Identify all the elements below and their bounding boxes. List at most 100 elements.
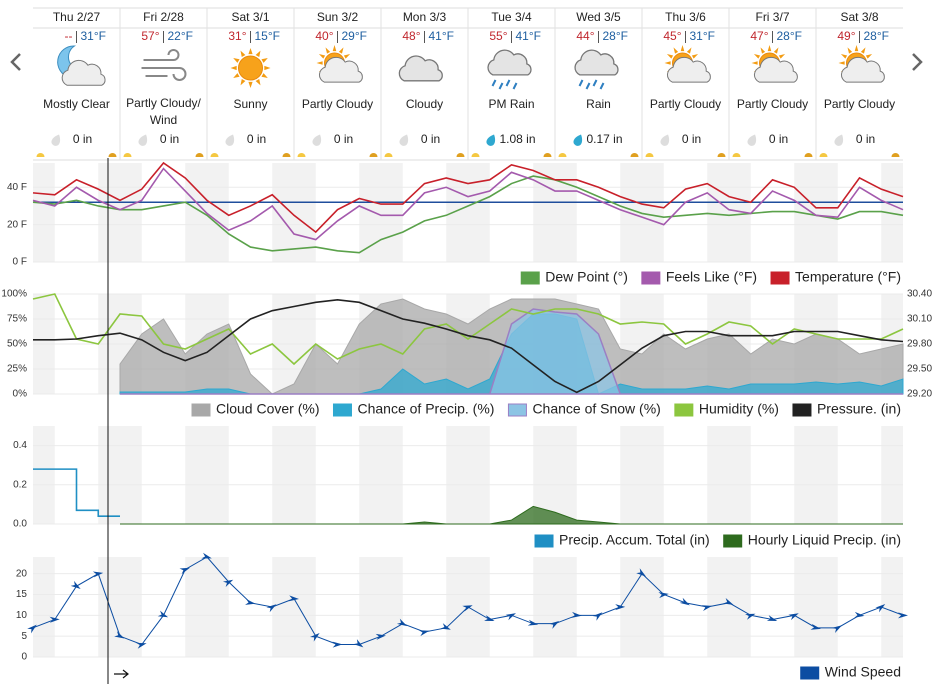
- current-time-arrow: [114, 669, 129, 679]
- night-band: [207, 426, 229, 524]
- legend-label: Hourly Liquid Precip. (in): [748, 532, 901, 548]
- night-band: [381, 426, 403, 524]
- high-temp: 47°: [750, 29, 768, 43]
- night-band: [120, 163, 142, 262]
- precip-amount: 0 in: [334, 132, 353, 146]
- y-tick-label: 50%: [7, 339, 27, 350]
- legend-label: Chance of Precip. (%): [357, 401, 494, 417]
- night-band: [207, 557, 229, 657]
- night-band: [555, 557, 577, 657]
- high-temp: 55°: [489, 29, 507, 43]
- wind-marker: [505, 613, 516, 621]
- high-temp: 40°: [315, 29, 333, 43]
- low-temp: 28°F: [864, 29, 889, 43]
- high-temp: 45°: [663, 29, 681, 43]
- low-temp: 41°F: [429, 29, 454, 43]
- legend-swatch: [191, 403, 211, 417]
- sun-ray: [248, 48, 253, 55]
- wind-marker: [70, 580, 81, 589]
- wind-marker: [549, 621, 560, 629]
- night-band: [555, 426, 577, 524]
- cloud: [398, 55, 443, 82]
- night-band: [707, 163, 729, 262]
- night-band: [555, 163, 577, 262]
- day-label: Mon 3/3: [403, 10, 447, 24]
- rain-drop: [592, 79, 598, 87]
- wind-marker: [440, 623, 451, 630]
- wind-marker: [875, 603, 886, 613]
- sun-ray: [240, 78, 246, 86]
- y2-tick-label: 30.40: [907, 289, 932, 300]
- sun-marker: [297, 153, 306, 157]
- precip-drop: [834, 134, 844, 146]
- wind-marker: [462, 605, 473, 612]
- legend-label: Cloud Cover (%): [216, 401, 319, 417]
- weather-icon: [664, 45, 711, 83]
- y2-tick-label: 29.20: [907, 389, 932, 400]
- sun-ray: [773, 47, 779, 54]
- y2-tick-label: 30.10: [907, 314, 932, 325]
- day-label: Wed 3/5: [576, 10, 621, 24]
- sun-ray: [325, 47, 331, 54]
- legend-label: Wind Speed: [825, 664, 901, 680]
- legend-swatch: [332, 403, 352, 417]
- wind-marker: [484, 615, 495, 621]
- precip-amount: 0 in: [856, 132, 875, 146]
- condition: Partly Cloudy: [824, 97, 895, 111]
- high-temp: --: [65, 29, 73, 43]
- rain-drop: [491, 79, 497, 87]
- low-temp: 15°F: [255, 29, 280, 43]
- sun-ray: [686, 47, 692, 54]
- wind-marker: [810, 623, 821, 630]
- sun-marker: [891, 153, 900, 157]
- night-band: [446, 426, 468, 524]
- legend-label: Feels Like (°F): [666, 269, 757, 285]
- wind-marker: [92, 571, 104, 578]
- night-band: [359, 163, 381, 262]
- precip-amount: 0 in: [73, 132, 92, 146]
- legend-swatch: [674, 403, 694, 417]
- wind-marker: [679, 597, 690, 606]
- precip-drop: [51, 134, 61, 146]
- night-band: [642, 426, 664, 524]
- y-tick-label: 0 F: [13, 257, 27, 268]
- sun-marker: [282, 153, 291, 157]
- y-tick-label: 10: [16, 610, 28, 621]
- prev-button[interactable]: [10, 53, 21, 71]
- cloud: [840, 56, 885, 83]
- condition: Sunny: [233, 97, 267, 111]
- y-tick-label: 100%: [1, 289, 27, 300]
- day-label: Tue 3/4: [491, 10, 532, 24]
- night-band: [794, 426, 816, 524]
- night-band: [881, 557, 903, 657]
- sun-ray: [248, 81, 253, 88]
- series-line: [32, 175, 904, 254]
- precip-drop: [138, 134, 148, 146]
- legend-label: Pressure. (in): [817, 401, 901, 417]
- precip-amount: 1.08 in: [499, 132, 535, 146]
- day-label: Sat 3/8: [840, 10, 878, 24]
- sun-marker: [384, 153, 393, 157]
- low-temp: 29°F: [342, 29, 367, 43]
- series-area: [120, 308, 903, 395]
- cloud: [487, 49, 532, 76]
- wind-marker: [245, 599, 256, 605]
- night-band: [816, 426, 838, 524]
- cloud: [61, 59, 106, 86]
- sun-marker: [123, 153, 132, 157]
- sun-ray: [233, 73, 240, 78]
- precip-amount: 0 in: [682, 132, 701, 146]
- wind-marker: [571, 611, 582, 618]
- y-tick-label: 15: [16, 589, 28, 600]
- sun-marker: [108, 153, 117, 157]
- wind-marker: [27, 624, 37, 634]
- legend-swatch: [534, 534, 554, 548]
- night-band: [816, 163, 838, 262]
- next-button[interactable]: [912, 53, 923, 71]
- precip-amount: 0 in: [160, 132, 179, 146]
- wind-marker: [831, 625, 843, 633]
- sun-ray: [854, 45, 859, 52]
- series-line: [32, 161, 904, 234]
- sun-marker: [732, 153, 741, 157]
- wind-marker: [201, 552, 212, 559]
